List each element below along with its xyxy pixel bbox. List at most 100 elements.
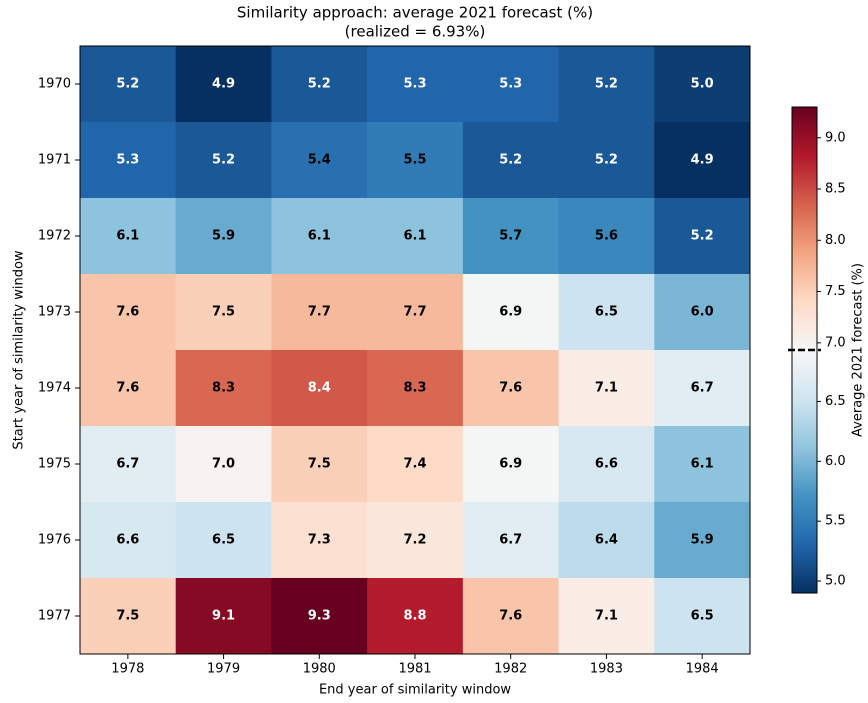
cell-label: 5.2 — [308, 77, 331, 92]
x-tick-label: 1980 — [303, 662, 336, 677]
cell-label: 6.9 — [499, 305, 522, 320]
heatmap-cell — [462, 198, 560, 275]
cell-label: 7.6 — [116, 381, 139, 396]
cell-label: 5.0 — [691, 77, 714, 92]
colorbar-tick-label: 7.5 — [825, 284, 846, 299]
cell-label: 6.5 — [212, 533, 235, 548]
cell-label: 6.0 — [691, 305, 714, 320]
cell-label: 6.9 — [499, 457, 522, 472]
cell-label: 6.1 — [403, 229, 426, 244]
cell-label: 5.9 — [691, 533, 714, 548]
cell-label: 5.2 — [595, 153, 618, 168]
heatmap-cell — [558, 122, 655, 199]
x-tick-label: 1982 — [494, 662, 527, 677]
cell-label: 5.6 — [595, 229, 618, 244]
y-axis-label: Start year of similarity window — [12, 250, 27, 449]
cell-label: 7.1 — [595, 609, 618, 624]
heatmap-cell — [654, 46, 751, 123]
heatmap-cell — [462, 426, 560, 503]
heatmap-cell — [462, 578, 560, 655]
heatmap-cell — [654, 426, 751, 503]
heatmap-cell — [367, 274, 464, 351]
cell-label: 9.3 — [308, 609, 331, 624]
cell-label: 7.3 — [308, 533, 331, 548]
heatmap-cell — [175, 122, 272, 199]
cell-label: 7.7 — [403, 305, 426, 320]
heatmap-cell — [558, 578, 655, 655]
cell-label: 5.2 — [691, 229, 714, 244]
chart-subtitle: (realized = 6.93%) — [345, 23, 486, 41]
x-tick-label: 1984 — [686, 662, 719, 677]
cell-label: 5.3 — [499, 77, 522, 92]
heatmap-cell — [462, 46, 560, 123]
cell-label: 6.7 — [499, 533, 522, 548]
x-tick-label: 1981 — [398, 662, 431, 677]
cell-label: 7.5 — [116, 609, 139, 624]
colorbar-tick-label: 7.0 — [825, 335, 846, 350]
cell-label: 6.5 — [691, 609, 714, 624]
cell-label: 4.9 — [691, 153, 714, 168]
cell-label: 7.0 — [212, 457, 235, 472]
y-tick-label: 1973 — [38, 305, 71, 320]
heatmap-cell — [175, 198, 272, 275]
cell-label: 7.6 — [499, 609, 522, 624]
heatmap-cell — [558, 274, 655, 351]
cell-label: 6.6 — [595, 457, 618, 472]
cell-label: 8.3 — [212, 381, 235, 396]
y-tick-label: 1972 — [38, 229, 71, 244]
cell-label: 7.6 — [499, 381, 522, 396]
y-tick-label: 1970 — [38, 77, 71, 92]
cell-label: 6.4 — [595, 533, 618, 548]
x-tick-label: 1979 — [207, 662, 240, 677]
heatmap-cell — [558, 198, 655, 275]
heatmap-cell — [654, 578, 751, 655]
x-axis-label: End year of similarity window — [319, 683, 511, 698]
cell-label: 5.5 — [403, 153, 426, 168]
heatmap-cell — [367, 578, 464, 655]
heatmap-cell — [654, 274, 751, 351]
heatmap-cell — [80, 46, 177, 123]
cell-label: 7.6 — [116, 305, 139, 320]
x-tick-label: 1983 — [590, 662, 623, 677]
cell-label: 6.5 — [595, 305, 618, 320]
heatmap-cell — [80, 122, 177, 199]
cell-label: 5.2 — [595, 77, 618, 92]
heatmap-cell — [367, 426, 464, 503]
colorbar-label: Average 2021 forecast (%) — [851, 263, 866, 437]
cell-label: 5.7 — [499, 229, 522, 244]
heatmap-cell — [462, 122, 560, 199]
heatmap-cell — [80, 502, 177, 579]
y-tick-label: 1974 — [38, 381, 71, 396]
cell-label: 6.7 — [691, 381, 714, 396]
y-tick-label: 1977 — [38, 609, 71, 624]
chart-title: Similarity approach: average 2021 foreca… — [237, 4, 593, 22]
heatmap-cell — [175, 46, 272, 123]
cell-label: 7.5 — [212, 305, 235, 320]
heatmap-cell — [654, 122, 751, 199]
heatmap-cell — [271, 502, 368, 579]
heatmap-cell — [558, 46, 655, 123]
cell-label: 6.6 — [116, 533, 139, 548]
y-tick-label: 1976 — [38, 533, 71, 548]
cell-label: 7.7 — [308, 305, 331, 320]
heatmap-cell — [654, 350, 751, 427]
cell-label: 8.8 — [403, 609, 426, 624]
cell-label: 6.1 — [116, 229, 139, 244]
heatmap-cell — [271, 46, 368, 123]
y-tick-label: 1971 — [38, 153, 71, 168]
heatmap-cell — [654, 502, 751, 579]
cell-label: 7.5 — [308, 457, 331, 472]
cell-label: 7.2 — [403, 533, 426, 548]
cell-label: 7.1 — [595, 381, 618, 396]
colorbar-tick-label: 5.5 — [825, 514, 846, 529]
heatmap-cell — [367, 502, 464, 579]
heatmap-cell — [175, 350, 272, 427]
heatmap-cell — [80, 350, 177, 427]
cell-label: 5.4 — [308, 153, 331, 168]
heatmap-cell — [462, 350, 560, 427]
cell-label: 5.2 — [212, 153, 235, 168]
heatmap-cell — [654, 198, 751, 275]
heatmap-cell — [558, 502, 655, 579]
cell-label: 6.1 — [691, 457, 714, 472]
